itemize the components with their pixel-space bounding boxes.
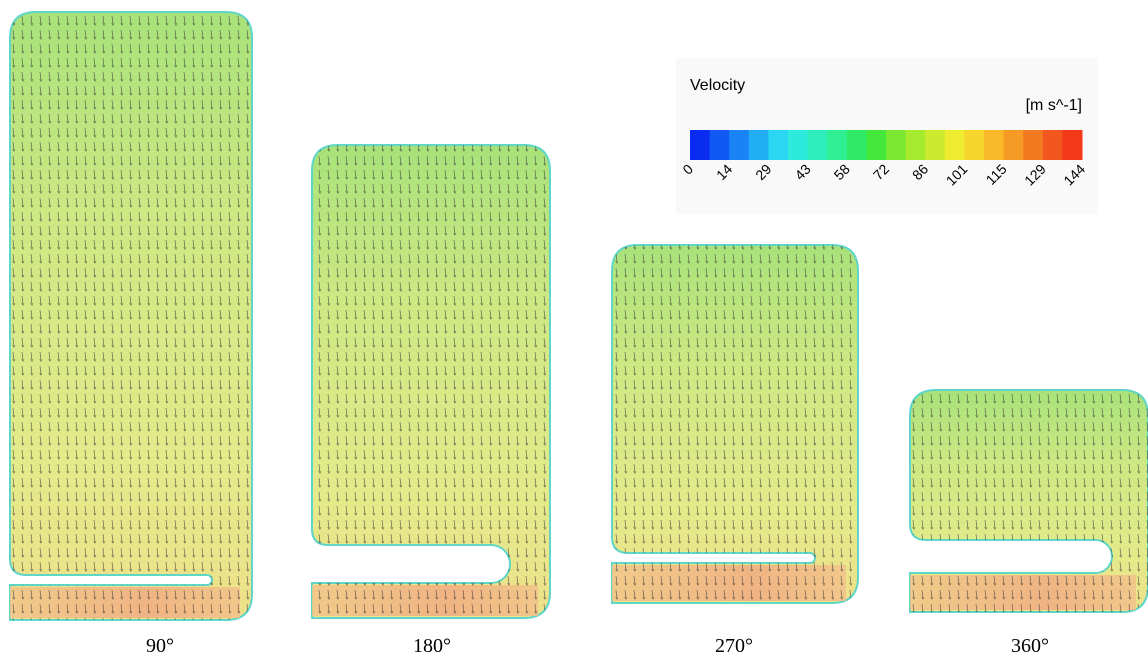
panel-label: 270°: [715, 635, 753, 657]
legend-title: Velocity: [690, 77, 745, 94]
colorbar-segment: [768, 130, 788, 160]
colorbar-segment: [788, 130, 808, 160]
panel-label: 90°: [146, 635, 174, 657]
colorbar-segment: [945, 130, 965, 160]
colorbar-segment: [847, 130, 867, 160]
colorbar-segment: [749, 130, 769, 160]
colorbar-segment: [1043, 130, 1063, 160]
colorbar-segment: [690, 130, 710, 160]
velocity-vectors: [312, 145, 550, 618]
figure: Velocity [m s^-1] 0142943587286101115129…: [0, 0, 1148, 662]
velocity-vectors: [612, 245, 858, 603]
colorbar-segment: [964, 130, 984, 160]
colorbar-segment: [808, 130, 828, 160]
legend-unit: [m s^-1]: [1026, 97, 1082, 114]
velocity-vectors: [10, 12, 252, 620]
velocity-vectors: [910, 390, 1148, 612]
colorbar-segment: [866, 130, 886, 160]
colorbar-segment: [729, 130, 749, 160]
colorbar-segment: [827, 130, 847, 160]
colorbar-segment: [1062, 130, 1082, 160]
colorbar-segment: [984, 130, 1004, 160]
colorbar-segment: [886, 130, 906, 160]
colorbar-segment: [1004, 130, 1024, 160]
panel-label: 180°: [413, 635, 451, 657]
colorbar-segment: [1023, 130, 1043, 160]
panel-label: 360°: [1011, 635, 1049, 657]
colorbar-segment: [925, 130, 945, 160]
colorbar-segment: [710, 130, 730, 160]
colorbar-segment: [906, 130, 926, 160]
